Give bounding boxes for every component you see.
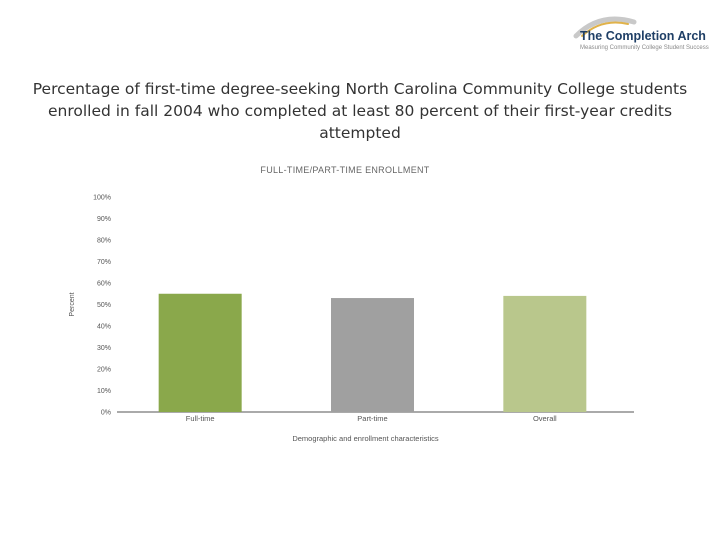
y-tick-label: 20% bbox=[97, 367, 111, 374]
bar-chart: 0% 10% 20% 30% 40% 50% 60% 70% 80% 90% 100% Full-t… bbox=[69, 195, 634, 443]
bar-part-time bbox=[331, 298, 414, 412]
y-tick-label: 0% bbox=[101, 410, 111, 417]
chart-title: FULL-TIME/PART-TIME ENROLLMENT bbox=[260, 165, 430, 175]
x-axis-label: Demographic and enrollment characteristi… bbox=[292, 434, 439, 443]
y-tick-label: 10% bbox=[97, 388, 111, 395]
logo-name: The Completion Arch bbox=[580, 29, 706, 43]
y-tick-label: 100% bbox=[93, 195, 111, 202]
page-title: Percentage of first-time degree-seeking … bbox=[32, 80, 688, 142]
y-tick-label: 40% bbox=[97, 324, 111, 331]
y-axis-label: Percent bbox=[69, 292, 76, 316]
y-tick-label: 70% bbox=[97, 259, 111, 266]
x-tick-label: Overall bbox=[533, 414, 557, 423]
x-tick-label: Part-time bbox=[357, 414, 387, 423]
bar-overall bbox=[503, 295, 587, 412]
logo-tagline: Measuring Community College Student Succ… bbox=[580, 45, 709, 51]
completion-arch-logo: The Completion Arch Measuring Community … bbox=[562, 12, 710, 58]
x-tick-label: Full-time bbox=[186, 414, 215, 423]
x-axis-ticks: Full-time Part-time Overall bbox=[186, 414, 557, 423]
y-tick-label: 30% bbox=[97, 345, 111, 352]
y-tick-label: 50% bbox=[97, 302, 111, 309]
arch-logo-icon bbox=[573, 16, 637, 39]
bars-group bbox=[158, 293, 587, 412]
y-tick-label: 80% bbox=[97, 238, 111, 245]
bar-full-time bbox=[158, 293, 242, 412]
y-tick-label: 90% bbox=[97, 216, 111, 223]
y-tick-label: 60% bbox=[97, 281, 111, 288]
y-axis-ticks: 0% 10% 20% 30% 40% 50% 60% 70% 80% 90% 100% bbox=[93, 195, 111, 417]
